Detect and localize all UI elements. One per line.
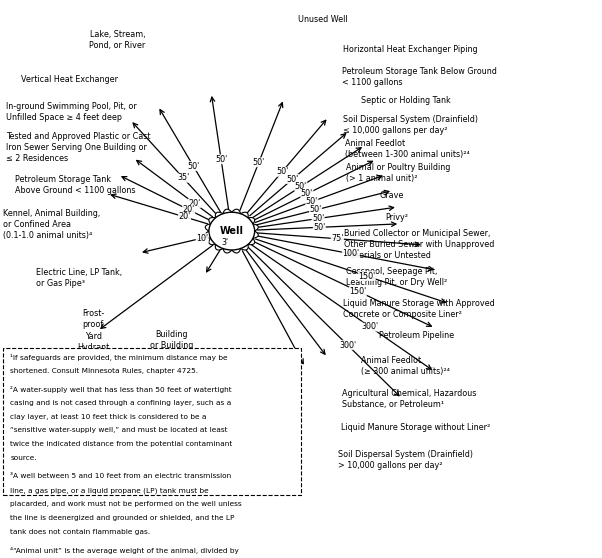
Text: Cesspool, Seepage Pit,
Leaching Pit, or Dry Well²: Cesspool, Seepage Pit, Leaching Pit, or … [346,267,447,287]
Text: ²A water-supply well that has less than 50 feet of watertight: ²A water-supply well that has less than … [10,386,232,393]
Text: Animal Feedlot
(≥ 300 animal units)²⁴: Animal Feedlot (≥ 300 animal units)²⁴ [361,356,450,376]
Text: 35': 35' [177,174,189,182]
Text: Petroleum Storage Tank
Above Ground < 1100 gallons: Petroleum Storage Tank Above Ground < 11… [15,175,135,195]
Text: Well: Well [220,226,244,236]
Text: the line is deenergized and grounded or shielded, and the LP: the line is deenergized and grounded or … [10,515,235,521]
Text: ⁴“Animal unit” is the average weight of the animal, divided by: ⁴“Animal unit” is the average weight of … [10,547,239,554]
Text: Soil Dispersal System (Drainfield)
≤ 10,000 gallons per day²: Soil Dispersal System (Drainfield) ≤ 10,… [343,115,478,135]
Text: Septic or Holding Tank: Septic or Holding Tank [361,97,451,105]
Text: 300': 300' [339,340,356,349]
Text: 150': 150' [358,272,376,281]
Text: clay layer, at least 10 feet thick is considered to be a: clay layer, at least 10 feet thick is co… [10,413,206,420]
Text: 3': 3' [222,238,229,247]
Text: Animal Feedlot
(between 1-300 animal units)²⁴: Animal Feedlot (between 1-300 animal uni… [345,139,470,159]
Text: Lake, Stream,
Pond, or River: Lake, Stream, Pond, or River [89,30,146,50]
Circle shape [209,212,255,250]
Text: casing and is not cased through a confining layer, such as a: casing and is not cased through a confin… [10,400,232,406]
Text: Animal or Poultry Building
(> 1 animal unit)²: Animal or Poultry Building (> 1 animal u… [346,163,450,183]
Text: 50': 50' [313,223,326,232]
Text: ³A well between 5 and 10 feet from an electric transmission: ³A well between 5 and 10 feet from an el… [10,473,232,479]
Text: 50': 50' [312,214,324,223]
Text: 100': 100' [343,249,359,258]
Text: Soil Dispersal System (Drainfield)
> 10,000 gallons per day²: Soil Dispersal System (Drainfield) > 10,… [338,450,473,470]
Text: 20': 20' [188,199,200,208]
Text: 50': 50' [215,155,227,164]
Text: 50': 50' [276,167,288,176]
Text: Grave: Grave [379,191,403,200]
Text: ¹If safeguards are provided, the minimum distance may be: ¹If safeguards are provided, the minimum… [10,354,228,361]
Text: tank does not contain flammable gas.: tank does not contain flammable gas. [10,529,150,535]
Text: 50': 50' [287,175,299,184]
Text: source.: source. [10,455,37,461]
Text: 50': 50' [301,189,313,198]
Text: Petroleum Pipeline: Petroleum Pipeline [379,331,455,340]
Text: 50': 50' [306,197,318,206]
Text: Unused Well: Unused Well [298,16,347,25]
Text: Horizontal Heat Exchanger Piping: Horizontal Heat Exchanger Piping [343,45,478,54]
Text: placarded, and work must not be performed on the well unless: placarded, and work must not be performe… [10,501,242,507]
Text: 50': 50' [253,158,265,167]
Text: Frost-
proof
Yard
Hydrant: Frost- proof Yard Hydrant [77,309,110,352]
Text: Building
or Building
Overhang: Building or Building Overhang [150,330,193,361]
Text: Privy²: Privy² [385,213,408,222]
Text: 50': 50' [295,182,307,191]
Text: Kennel, Animal Building,
or Confined Area
(0.1-1.0 animal units)⁴: Kennel, Animal Building, or Confined Are… [3,209,101,240]
Text: twice the indicated distance from the potential contaminant: twice the indicated distance from the po… [10,441,232,448]
Text: 300': 300' [361,322,378,331]
Text: Vertical Heat Exchanger: Vertical Heat Exchanger [21,75,118,84]
Text: 75': 75' [331,234,344,243]
Text: shortened. Consult Minnesota Rules, chapter 4725.: shortened. Consult Minnesota Rules, chap… [10,368,199,374]
Text: 10': 10' [196,234,208,243]
Text: Petroleum Storage Tank Below Ground
< 1100 gallons: Petroleum Storage Tank Below Ground < 11… [342,67,497,87]
Text: 50': 50' [309,205,321,214]
FancyBboxPatch shape [3,348,301,494]
Text: 50': 50' [187,162,199,171]
Text: In-ground Swimming Pool, Pit, or
Unfilled Space ≥ 4 feet deep: In-ground Swimming Pool, Pit, or Unfille… [6,102,137,122]
Text: 20': 20' [182,205,195,214]
Text: Agricultural Chemical, Hazardous
Substance, or Petroleum¹: Agricultural Chemical, Hazardous Substan… [342,388,476,408]
Text: Tested and Approved Plastic or Cast
Iron Sewer Serving One Building or
≤ 2 Resid: Tested and Approved Plastic or Cast Iron… [6,132,150,163]
Text: Buried Collector or Municipal Sewer,
Other Buried Sewer with Unapproved
Material: Buried Collector or Municipal Sewer, Oth… [344,229,495,260]
Polygon shape [205,209,258,253]
Text: line, a gas pipe, or a liquid propane (LP) tank must be: line, a gas pipe, or a liquid propane (L… [10,487,209,494]
Text: 20': 20' [178,213,191,222]
Text: Electric Line, LP Tank,
or Gas Pipe³: Electric Line, LP Tank, or Gas Pipe³ [36,268,122,288]
Text: Liquid Manure Storage with Approved
Concrete or Composite Liner²: Liquid Manure Storage with Approved Conc… [343,299,495,319]
Text: “sensitive water-supply well,” and must be located at least: “sensitive water-supply well,” and must … [10,427,228,434]
Text: 150': 150' [349,287,367,296]
Text: Liquid Manure Storage without Liner²: Liquid Manure Storage without Liner² [341,423,490,432]
